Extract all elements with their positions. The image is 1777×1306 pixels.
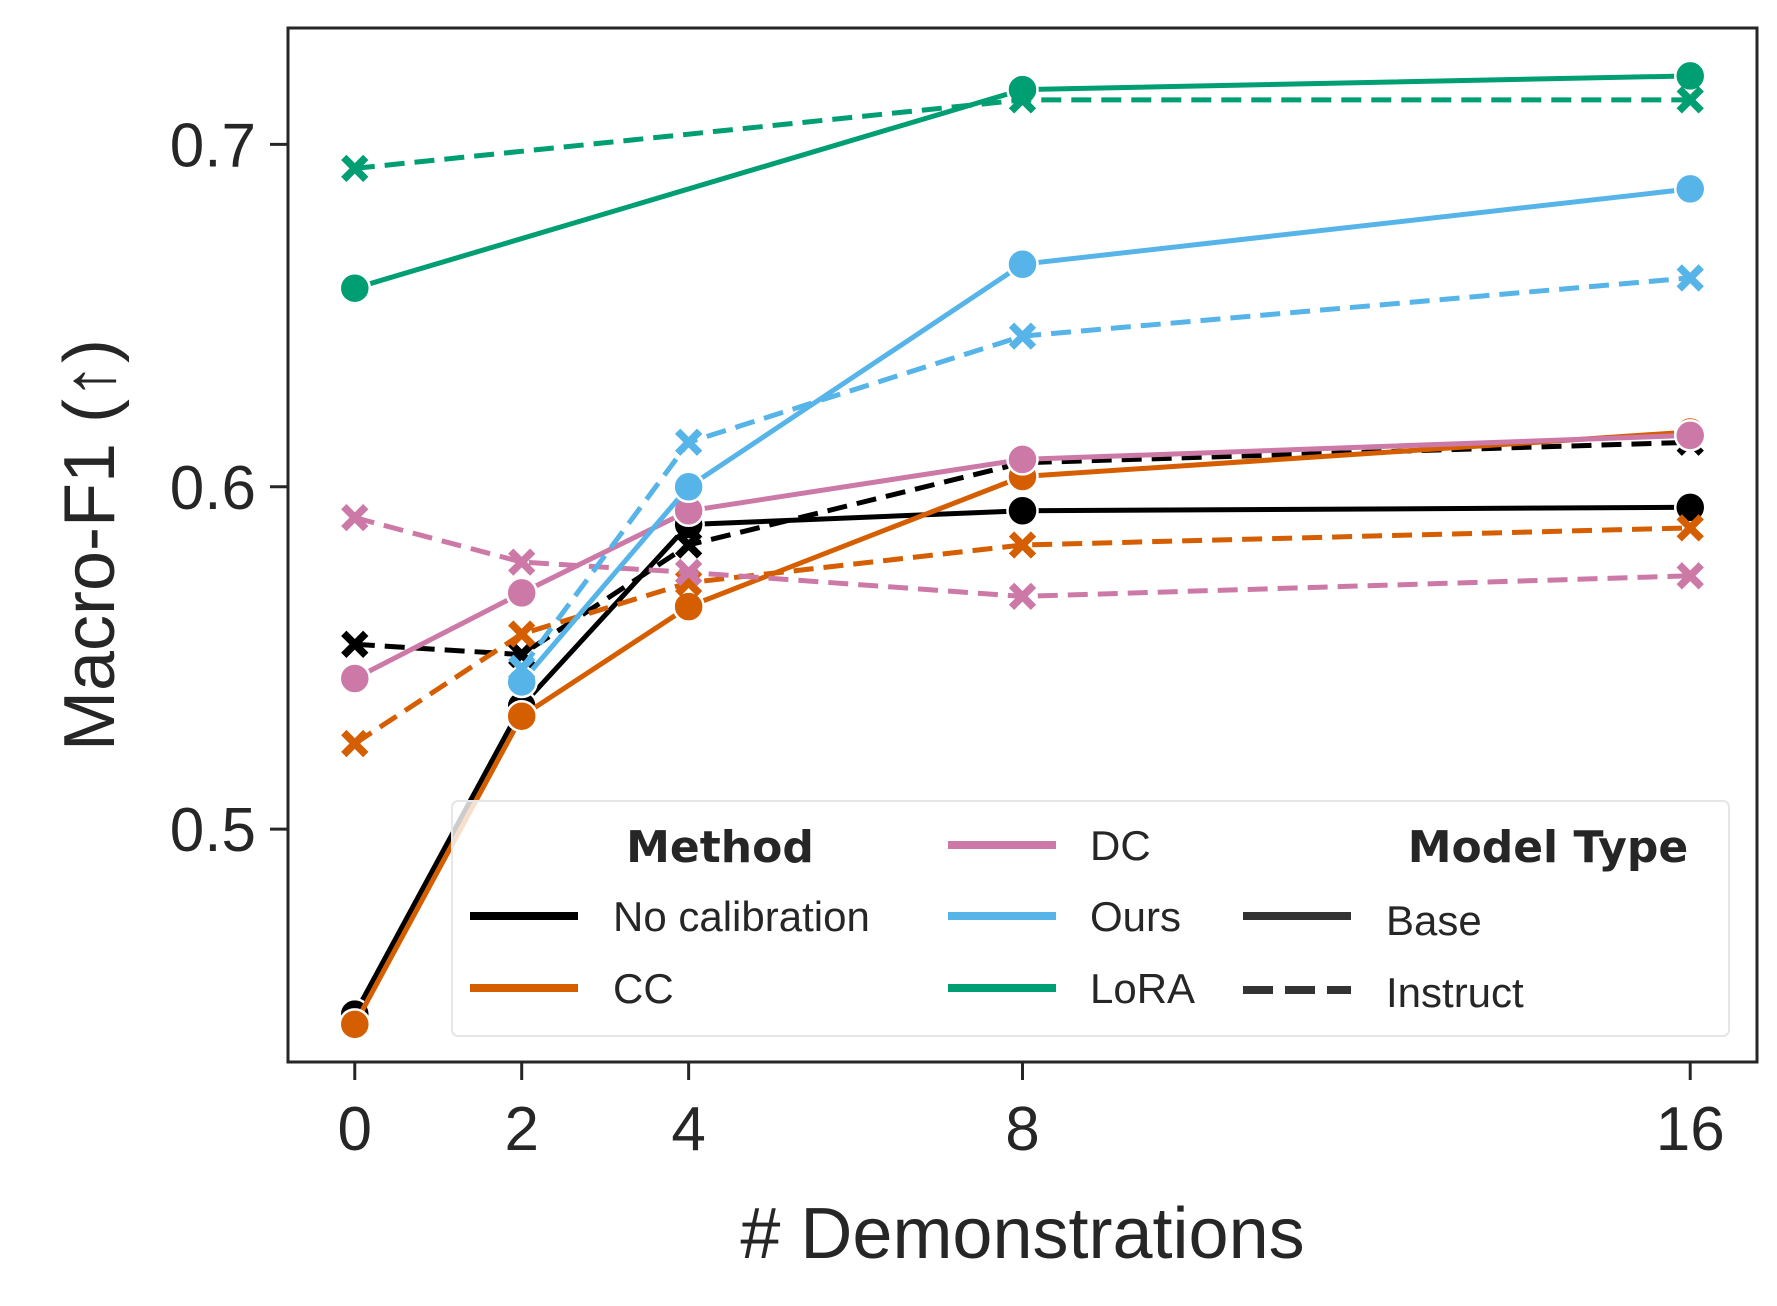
point-ours-instruct <box>1008 322 1037 350</box>
y-tick-label: 0.7 <box>170 111 256 180</box>
legend-label-lora: LoRA <box>1090 965 1195 1012</box>
point-ours-instruct <box>674 428 703 456</box>
x-tick-label: 8 <box>1005 1095 1039 1164</box>
point-cc-instruct <box>341 729 369 758</box>
series-line-lora-instruct <box>354 97 1691 171</box>
legend-method-header: Method <box>626 822 814 873</box>
point-dc-base <box>1673 419 1707 452</box>
series-line-ours-base <box>519 186 1691 684</box>
legend-label-no-calibration: No calibration <box>613 893 870 940</box>
legend-label-cc: CC <box>613 965 674 1012</box>
series-layer <box>338 59 1707 1041</box>
legend-label-ours: Ours <box>1090 893 1181 940</box>
series-line-ours-instruct <box>519 275 1691 670</box>
legend: Method Model Type No calibration CC DC O… <box>451 800 1730 1037</box>
legend-label-base: Base <box>1386 897 1482 944</box>
x-tick-label: 0 <box>338 1095 372 1164</box>
legend-model-type-header: Model Type <box>1408 822 1689 873</box>
point-cc-base <box>505 699 538 733</box>
point-lora-instruct <box>341 154 369 183</box>
point-dc-base <box>505 576 538 610</box>
series-line-cc-instruct <box>353 525 1691 746</box>
point-ours-base <box>672 470 705 504</box>
y-axis-title: Macro-F1 (↑) <box>50 339 130 751</box>
point-dc-base <box>338 662 372 695</box>
series-line-dc-instruct <box>354 515 1691 599</box>
point-lora-base <box>1673 59 1707 93</box>
point-cc-instruct <box>1008 531 1037 559</box>
series-dc-base <box>338 419 1707 695</box>
series-cc-instruct <box>341 514 1704 758</box>
point-ours-instruct <box>508 654 536 682</box>
series-ours-instruct <box>508 264 1704 682</box>
point-cc-base <box>338 1008 372 1041</box>
point-lora-base <box>338 271 372 305</box>
series-dc-instruct <box>341 503 1704 611</box>
series-lora-instruct <box>341 86 1704 183</box>
point-dc-instruct <box>674 558 703 587</box>
x-axis-title: # Demonstrations <box>740 1194 1304 1274</box>
point-no-calibration-instruct <box>341 630 369 658</box>
point-cc-instruct <box>508 620 536 648</box>
point-ours-base <box>1673 172 1707 206</box>
y-tick-label: 0.5 <box>170 796 256 865</box>
x-tick-label: 4 <box>671 1095 705 1164</box>
point-ours-base <box>1006 247 1039 281</box>
point-cc-base <box>672 590 705 623</box>
legend-label-instruct: Instruct <box>1386 969 1524 1016</box>
x-tick-label: 16 <box>1656 1095 1725 1164</box>
point-lora-instruct <box>1008 86 1037 114</box>
series-lora-base <box>338 59 1707 305</box>
point-dc-base <box>1006 443 1039 476</box>
legend-box <box>451 800 1730 1037</box>
x-tick-label: 2 <box>504 1095 538 1164</box>
legend-label-dc: DC <box>1090 822 1151 869</box>
point-dc-instruct <box>1008 582 1037 611</box>
point-no-calibration-base <box>1673 491 1707 524</box>
point-dc-instruct <box>1676 562 1704 590</box>
y-tick-label: 0.6 <box>170 454 256 523</box>
point-no-calibration-instruct <box>674 531 703 559</box>
ticks-layer: 0 2 4 8 16 0.5 0.6 0.7 <box>170 111 1725 1164</box>
point-no-calibration-base <box>1006 494 1039 528</box>
point-ours-instruct <box>1676 264 1704 292</box>
point-cc-instruct <box>1676 514 1704 542</box>
point-dc-instruct <box>508 548 536 576</box>
point-lora-instruct <box>1676 86 1704 114</box>
point-dc-instruct <box>341 503 369 532</box>
